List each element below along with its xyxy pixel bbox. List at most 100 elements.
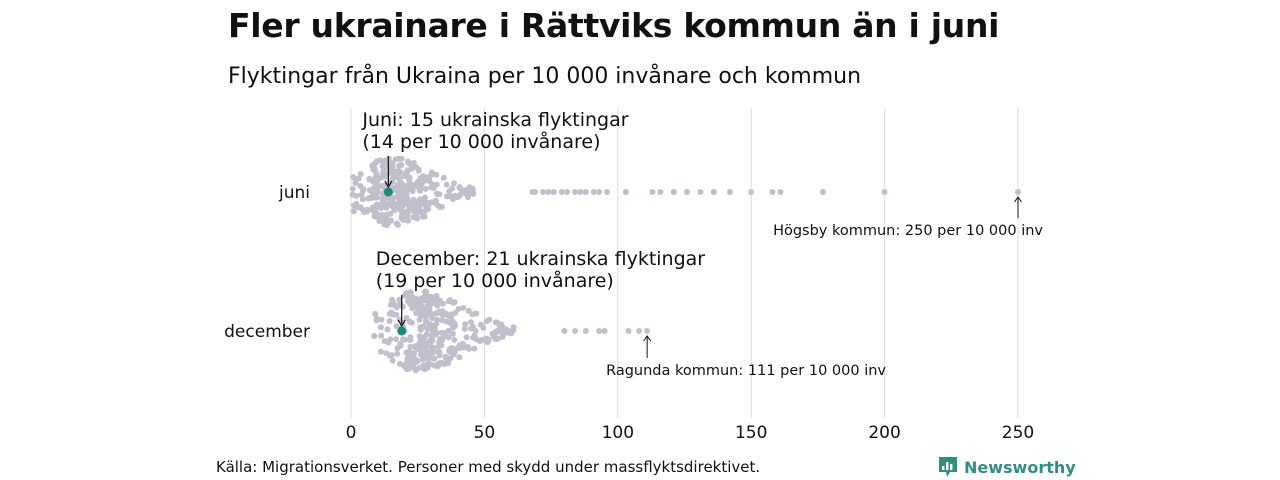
category-label: juni bbox=[278, 183, 310, 203]
data-point bbox=[429, 315, 436, 322]
annotation-layer: Juni: 15 ukrainska flyktingar(14 per 10 … bbox=[361, 109, 1043, 379]
data-point bbox=[433, 190, 440, 197]
data-point bbox=[443, 193, 450, 200]
data-point bbox=[426, 304, 433, 311]
data-point bbox=[572, 328, 579, 334]
data-point bbox=[416, 333, 423, 340]
data-point bbox=[451, 348, 458, 355]
data-point bbox=[447, 297, 454, 303]
data-point bbox=[434, 316, 440, 323]
data-point bbox=[437, 336, 444, 343]
data-point bbox=[360, 186, 367, 193]
data-point bbox=[425, 325, 432, 332]
data-point bbox=[359, 196, 366, 203]
data-point bbox=[396, 296, 403, 303]
data-point bbox=[596, 328, 603, 334]
data-point bbox=[418, 302, 425, 309]
data-point bbox=[442, 311, 449, 318]
data-point bbox=[590, 189, 597, 195]
data-point bbox=[601, 328, 608, 334]
data-point bbox=[490, 333, 497, 340]
data-point bbox=[374, 188, 381, 194]
data-point bbox=[412, 199, 419, 206]
data-point bbox=[404, 298, 411, 305]
data-point bbox=[1015, 189, 1021, 195]
data-point bbox=[388, 309, 395, 316]
data-point bbox=[433, 171, 440, 178]
data-point bbox=[396, 176, 403, 183]
data-point bbox=[480, 324, 487, 331]
data-point bbox=[582, 189, 589, 195]
data-point bbox=[452, 309, 459, 316]
data-point bbox=[351, 202, 358, 209]
data-point bbox=[448, 313, 454, 320]
data-point bbox=[372, 310, 379, 317]
arrow-head bbox=[1014, 196, 1022, 203]
data-point bbox=[468, 319, 474, 326]
x-tick-label: 0 bbox=[346, 423, 357, 443]
data-point bbox=[433, 330, 440, 336]
arrow-head bbox=[384, 180, 393, 189]
highlight-point bbox=[383, 187, 393, 197]
data-point bbox=[365, 195, 372, 202]
data-point bbox=[418, 181, 425, 188]
data-point bbox=[881, 189, 888, 195]
gridlines bbox=[350, 108, 1019, 418]
data-point bbox=[408, 319, 415, 326]
data-point bbox=[456, 354, 463, 361]
data-point bbox=[644, 328, 651, 334]
data-point bbox=[462, 321, 469, 328]
data-point bbox=[407, 343, 414, 350]
data-point bbox=[428, 171, 435, 178]
data-point bbox=[373, 204, 380, 211]
data-point bbox=[421, 195, 428, 202]
data-point bbox=[377, 348, 384, 355]
data-point bbox=[360, 207, 367, 214]
data-point bbox=[769, 189, 776, 195]
data-point bbox=[425, 310, 432, 317]
data-point bbox=[726, 189, 733, 195]
data-point bbox=[350, 208, 357, 215]
data-point bbox=[436, 297, 443, 304]
data-point bbox=[483, 318, 490, 325]
data-point bbox=[389, 296, 396, 303]
data-point bbox=[373, 209, 380, 216]
data-point bbox=[415, 308, 422, 315]
data-point bbox=[417, 326, 424, 333]
data-point bbox=[422, 202, 429, 209]
data-point bbox=[370, 161, 377, 168]
data-point bbox=[477, 337, 484, 344]
chart-logo-icon bbox=[939, 457, 957, 477]
data-point bbox=[378, 316, 385, 323]
max-annotation-label: Högsby kommun: 250 per 10 000 inv bbox=[773, 223, 1043, 239]
data-point bbox=[440, 174, 447, 181]
data-point bbox=[387, 197, 394, 204]
data-point bbox=[415, 341, 422, 348]
x-tick-label: 150 bbox=[735, 423, 767, 443]
data-point bbox=[550, 189, 557, 195]
data-point bbox=[414, 358, 421, 365]
data-point bbox=[398, 184, 405, 191]
chart-title: Fler ukrainare i Rättviks kommun än i ju… bbox=[228, 6, 1000, 45]
data-point bbox=[393, 323, 400, 329]
data-point bbox=[401, 336, 408, 343]
data-point bbox=[404, 169, 410, 175]
data-point bbox=[377, 324, 384, 331]
data-point bbox=[398, 155, 405, 162]
data-point bbox=[456, 184, 463, 191]
brand-logo[interactable]: Newsworthy bbox=[938, 456, 1076, 478]
data-point bbox=[366, 175, 373, 182]
data-point bbox=[415, 167, 422, 174]
data-point bbox=[393, 336, 400, 343]
data-point bbox=[414, 215, 421, 222]
data-point bbox=[417, 208, 424, 215]
data-point bbox=[419, 213, 426, 220]
data-point bbox=[406, 160, 412, 167]
data-point bbox=[468, 186, 475, 193]
data-point bbox=[418, 295, 425, 302]
data-point bbox=[395, 168, 402, 175]
data-point bbox=[389, 357, 396, 364]
data-point bbox=[545, 189, 552, 195]
data-point bbox=[392, 173, 399, 180]
